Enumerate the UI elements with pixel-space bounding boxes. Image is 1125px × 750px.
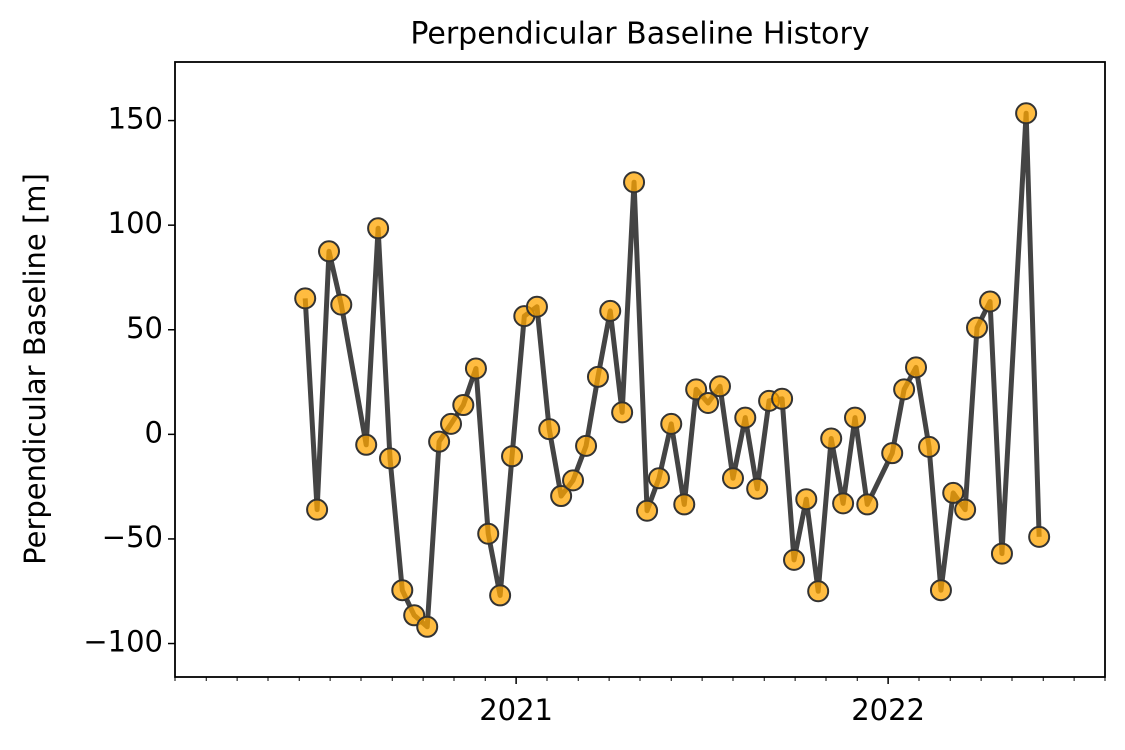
data-point <box>562 469 585 492</box>
data-point <box>942 481 965 504</box>
data-point <box>832 492 855 515</box>
data-point <box>881 442 904 465</box>
y-axis-label: Perpendicular Baseline [m] <box>18 173 52 565</box>
data-point <box>294 287 317 310</box>
data-point <box>416 615 439 638</box>
data-point <box>464 357 487 380</box>
y-tick-label: 150 <box>108 102 163 136</box>
data-point <box>660 412 683 435</box>
data-point <box>1015 102 1038 125</box>
data-point <box>440 412 463 435</box>
data-point <box>918 435 941 458</box>
data-point <box>586 365 609 388</box>
data-point <box>820 427 843 450</box>
data-point <box>979 290 1002 313</box>
plot-frame <box>174 61 1106 678</box>
data-point <box>525 295 548 318</box>
y-tick-label: −100 <box>83 625 163 659</box>
data-point <box>489 584 512 607</box>
data-point <box>966 316 989 339</box>
data-point <box>306 498 329 521</box>
data-point <box>599 299 622 322</box>
data-point <box>708 375 731 398</box>
y-tick-label: 50 <box>126 311 163 345</box>
data-point <box>355 433 378 456</box>
data-point <box>990 542 1013 565</box>
y-tick-label: 100 <box>108 206 163 240</box>
data-point <box>647 467 670 490</box>
series-line <box>302 110 1042 630</box>
data-point <box>428 430 451 453</box>
data-point <box>501 445 524 468</box>
y-tick-label: −50 <box>102 520 163 554</box>
data-point <box>807 580 830 603</box>
data-point <box>379 447 402 470</box>
data-point <box>318 240 341 263</box>
data-point <box>771 387 794 410</box>
data-point <box>734 406 757 429</box>
data-point <box>452 394 475 417</box>
data-point <box>673 493 696 516</box>
y-tick-label: 0 <box>145 415 163 449</box>
chart-title: Perpendicular Baseline History <box>410 17 869 52</box>
data-point <box>636 499 659 522</box>
x-tick-label: 2022 <box>851 693 925 727</box>
data-point <box>905 356 928 379</box>
data-point <box>367 217 390 240</box>
data-point <box>929 579 952 602</box>
data-point <box>550 485 573 508</box>
x-tick-label: 2021 <box>479 693 553 727</box>
data-point <box>746 477 769 500</box>
data-point <box>795 488 818 511</box>
data-point <box>954 498 977 521</box>
data-point <box>783 548 806 571</box>
data-point <box>697 391 720 414</box>
data-point <box>856 493 879 516</box>
data-point <box>477 522 500 545</box>
data-point <box>722 467 744 490</box>
data-point <box>685 378 708 401</box>
data-point <box>893 378 916 401</box>
data-point <box>623 171 646 194</box>
data-point <box>611 401 634 424</box>
data-point <box>538 418 561 441</box>
data-point <box>330 293 353 316</box>
data-point <box>844 406 867 429</box>
data-point <box>575 434 598 457</box>
data-point <box>391 579 414 602</box>
data-point <box>1028 525 1051 548</box>
